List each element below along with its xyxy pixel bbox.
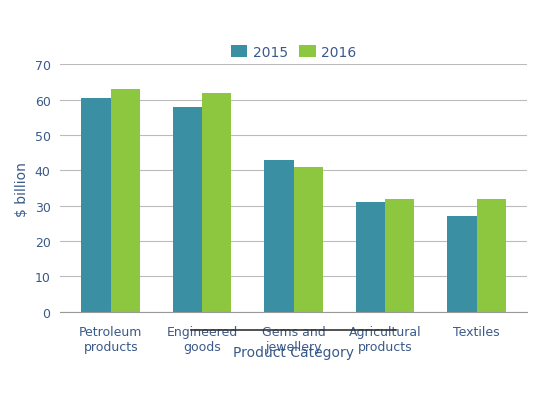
Bar — [447, 217, 476, 312]
Bar — [111, 90, 140, 312]
Bar — [81, 99, 111, 312]
Bar — [173, 108, 202, 312]
Legend: 2015, 2016: 2015, 2016 — [225, 40, 362, 65]
Bar — [356, 203, 385, 312]
Bar — [264, 160, 294, 312]
Bar — [385, 199, 414, 312]
Bar — [202, 94, 231, 312]
Text: Product Category: Product Category — [233, 345, 354, 359]
Bar — [476, 199, 506, 312]
Y-axis label: $ billion: $ billion — [15, 161, 29, 216]
Bar — [294, 168, 323, 312]
